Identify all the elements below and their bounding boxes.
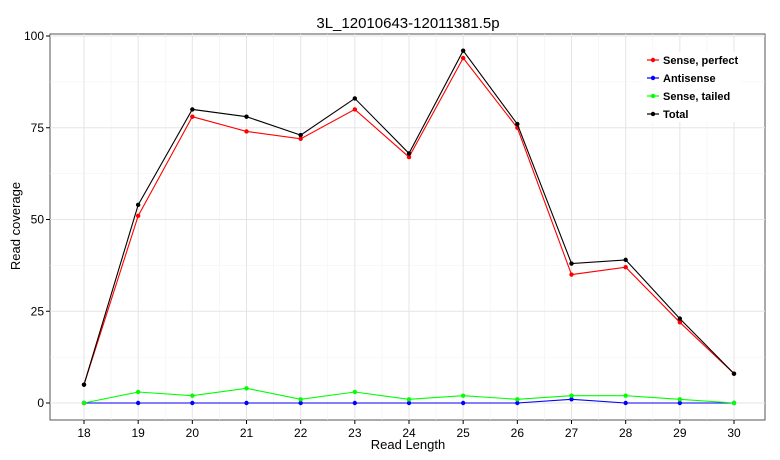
- data-point-sense-perfect: [135, 213, 141, 219]
- data-point-antisense: [298, 400, 303, 406]
- data-point-sense-tailed: [515, 397, 520, 402]
- x-tick-label: 21: [240, 426, 254, 440]
- data-point-total: [623, 257, 628, 263]
- data-point-sense-perfect: [623, 265, 628, 270]
- axes: 0 25 50 75 100 18 19 20 21 22 23 24 25 26 27 28 29 30: [24, 29, 741, 440]
- data-point-sense-perfect: [244, 129, 249, 134]
- x-axis-label: Read Length: [371, 437, 445, 452]
- data-point-sense-perfect: [460, 55, 466, 61]
- data-point-total: [81, 382, 87, 387]
- data-point-antisense: [677, 400, 683, 406]
- data-point-total: [677, 316, 683, 321]
- data-point-antisense: [569, 397, 574, 402]
- data-point-sense-perfect: [406, 154, 412, 160]
- x-tick-label: 27: [565, 426, 579, 440]
- data-point-total: [298, 132, 303, 138]
- data-point-sense-tailed: [406, 397, 412, 402]
- data-point-total: [135, 202, 141, 208]
- data-point-antisense: [623, 400, 628, 406]
- data-point-sense-tailed: [623, 393, 628, 398]
- data-point-total: [352, 96, 358, 101]
- x-tick-label: 28: [619, 426, 633, 440]
- data-point-antisense: [406, 400, 412, 406]
- data-point-sense-tailed: [460, 393, 466, 398]
- y-tick-label: 100: [24, 29, 44, 43]
- data-point-total: [190, 107, 195, 112]
- series-total: [81, 48, 737, 387]
- x-tick-label: 19: [131, 426, 145, 440]
- chart-title: 3L_12010643-12011381.5p: [316, 15, 499, 32]
- data-point-sense-tailed: [731, 400, 737, 406]
- data-point-sense-perfect: [569, 272, 574, 277]
- y-tick-label: 50: [31, 213, 45, 227]
- x-tick-label: 22: [294, 426, 308, 440]
- legend-swatch-point-total: [650, 111, 656, 117]
- y-axis-label: Read coverage: [8, 182, 23, 270]
- data-point-sense-tailed: [298, 397, 303, 402]
- series-sense-tailed: [81, 386, 737, 406]
- data-point-sense-tailed: [81, 400, 87, 406]
- x-tick-label: 30: [727, 426, 741, 440]
- data-point-sense-perfect: [677, 320, 683, 325]
- series-layer: [81, 48, 737, 406]
- data-point-antisense: [135, 400, 141, 406]
- data-point-antisense: [244, 400, 249, 406]
- x-tick-label: 26: [511, 426, 525, 440]
- data-point-sense-tailed: [244, 386, 249, 391]
- grid: [50, 34, 765, 420]
- legend-label-antisense: Antisense: [663, 73, 716, 85]
- x-tick-label: 24: [402, 426, 416, 440]
- legend-swatch-point-sense-perfect: [650, 57, 656, 63]
- data-point-total: [569, 261, 574, 266]
- y-tick-label: 0: [37, 396, 44, 410]
- data-point-total: [406, 151, 412, 156]
- data-point-antisense: [352, 400, 358, 406]
- data-point-sense-perfect: [298, 136, 303, 141]
- data-point-sense-perfect: [190, 114, 195, 119]
- data-point-antisense: [190, 400, 195, 406]
- legend-box: [643, 52, 741, 122]
- data-point-sense-tailed: [569, 393, 574, 398]
- legend-label-total: Total: [663, 109, 688, 121]
- y-tick-label: 25: [31, 304, 45, 318]
- data-point-sense-tailed: [135, 389, 141, 395]
- data-point-total: [731, 371, 737, 376]
- data-point-total: [460, 48, 466, 53]
- x-tick-label: 29: [673, 426, 687, 440]
- data-point-sense-tailed: [190, 393, 195, 398]
- data-point-sense-perfect: [352, 107, 358, 112]
- y-tick-label: 75: [31, 121, 45, 135]
- x-tick-label: 23: [348, 426, 362, 440]
- data-point-total: [244, 114, 249, 119]
- legend-swatch-point-antisense: [650, 75, 656, 81]
- x-tick-label: 25: [456, 426, 470, 440]
- data-point-sense-tailed: [352, 389, 358, 395]
- data-point-antisense: [460, 400, 466, 406]
- legend-label-sense-perfect: Sense, perfect: [663, 55, 739, 67]
- x-tick-label: 18: [77, 426, 91, 440]
- x-tick-label: 20: [186, 426, 200, 440]
- legend-label-sense-tailed: Sense, tailed: [663, 91, 730, 103]
- legend: Sense, perfect Antisense Sense, tailed Tota…: [643, 52, 741, 122]
- data-point-antisense: [515, 400, 520, 406]
- data-point-total: [515, 121, 520, 127]
- data-point-sense-tailed: [677, 397, 683, 402]
- legend-swatch-point-sense-tailed: [650, 93, 656, 99]
